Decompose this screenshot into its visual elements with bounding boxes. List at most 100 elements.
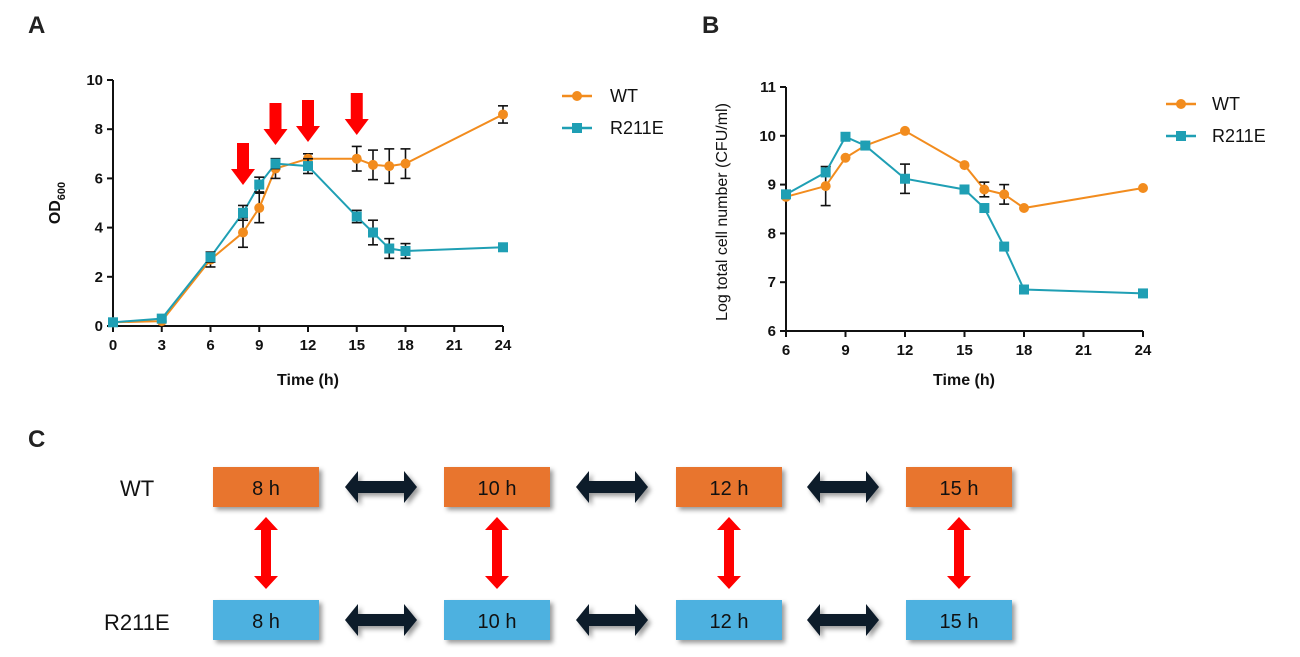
sampling-arrow [344,93,369,135]
point-wt [900,125,910,136]
point-r211e [820,167,831,178]
y-tick-label: 8 [95,121,103,138]
bidirectional-arrow-horizontal [576,471,648,503]
chart-a-legend: WT R211E [562,86,664,138]
point-wt [498,109,508,120]
point-r211e [1019,284,1029,295]
x-tick-label: 9 [841,342,849,359]
bidirectional-arrow-horizontal [807,604,879,636]
r211e-box-fill [213,600,319,640]
bidirectional-arrow-vertical [717,517,741,589]
r211e-box: 10 h [444,600,550,640]
r211e-box: 15 h [906,600,1012,640]
point-r211e [368,227,378,238]
point-wt [999,189,1010,200]
point-wt [384,161,395,172]
x-tick-label: 6 [782,342,790,359]
point-r211e [400,245,411,256]
legend-wt-marker [572,91,582,101]
y-tick-label: 2 [95,269,103,286]
point-wt [979,184,990,195]
chart-a-y-title-sub: 600 [56,182,68,200]
legend-r211e-marker [1176,131,1186,141]
point-r211e [303,161,313,172]
y-tick-label: 4 [95,220,104,237]
x-tick-label: 6 [206,337,214,354]
point-r211e [979,203,990,214]
x-tick-label: 9 [255,337,263,354]
bidirectional-arrow-horizontal [576,604,648,636]
x-tick-label: 15 [348,337,365,354]
legend-wt-marker [1176,99,1186,109]
panel-letter-a: A [28,12,45,39]
wt-box: 10 h [444,467,550,507]
y-tick-label: 10 [759,128,776,145]
chart-a-y-title: OD600 [47,182,68,224]
point-r211e [205,252,216,263]
series-wt-line [785,129,1144,210]
point-wt [1019,203,1029,214]
r211e-box-fill [676,600,782,640]
chart-b-y-title: Log total cell number (CFU/ml) [714,103,731,321]
point-wt [820,181,831,192]
point-r211e [238,207,248,218]
point-wt [238,227,248,238]
point-wt [400,158,411,169]
point-r211e [156,313,167,324]
legend-wt-label: WT [1212,94,1240,114]
chart-b-x-title: Time (h) [933,372,995,389]
r211e-box-fill [906,600,1012,640]
x-tick-label: 18 [397,337,414,354]
point-r211e [351,211,362,222]
point-wt [840,152,851,163]
wt-box: 15 h [906,467,1012,507]
chart-a-y-title-main: OD [47,200,64,224]
bidirectional-arrow-vertical [947,517,971,589]
chart-b: 6 7 8 9 10 11 6 9 12 15 18 21 24 Time (h) Log total… [714,79,1266,389]
sampling-diagram: WT R211E 8 h 10 h 12 h 15 h 8 h 10 h 12 h 15 h [104,467,1012,640]
wt-box: 12 h [676,467,782,507]
point-wt [254,202,265,213]
x-tick-label: 24 [1135,342,1152,359]
y-tick-label: 6 [768,323,776,340]
y-tick-label: 10 [86,72,103,89]
x-tick-label: 3 [158,337,166,354]
bidirectional-arrow-horizontal [345,471,417,503]
bidirectional-arrow-vertical [485,517,509,589]
y-tick-label: 0 [95,318,103,335]
point-wt [959,160,970,171]
x-tick-label: 21 [446,337,463,354]
point-r211e [254,179,265,190]
r211e-box-label: 12 h [710,611,749,633]
x-tick-label: 24 [495,337,512,354]
point-r211e [108,317,118,328]
legend-r211e-label: R211E [610,118,664,138]
point-r211e [860,140,871,151]
x-tick-label: 0 [109,337,117,354]
bidirectional-arrow-horizontal [345,604,417,636]
point-r211e [840,131,851,142]
chart-a-x-title: Time (h) [277,372,339,389]
y-tick-label: 9 [768,177,776,194]
wt-box-label: 10 h [478,478,517,500]
point-wt [351,153,362,164]
row-label-wt: WT [120,476,154,501]
r211e-box: 12 h [676,600,782,640]
r211e-box-label: 8 h [252,611,280,633]
point-r211e [999,241,1010,252]
wt-box: 8 h [213,467,319,507]
sampling-arrow [231,143,255,185]
point-r211e [384,243,395,254]
wt-box-label: 15 h [940,478,979,500]
series-r211e-line [785,135,1144,295]
panel-letter-c: C [28,426,45,453]
x-tick-label: 15 [956,342,973,359]
wt-box-fill [676,467,782,507]
panel-letter-b: B [702,12,719,39]
r211e-box-label: 10 h [478,611,517,633]
legend-wt-label: WT [610,86,638,106]
y-tick-label: 6 [95,170,103,187]
wt-box-fill [906,467,1012,507]
point-r211e [1138,288,1148,299]
